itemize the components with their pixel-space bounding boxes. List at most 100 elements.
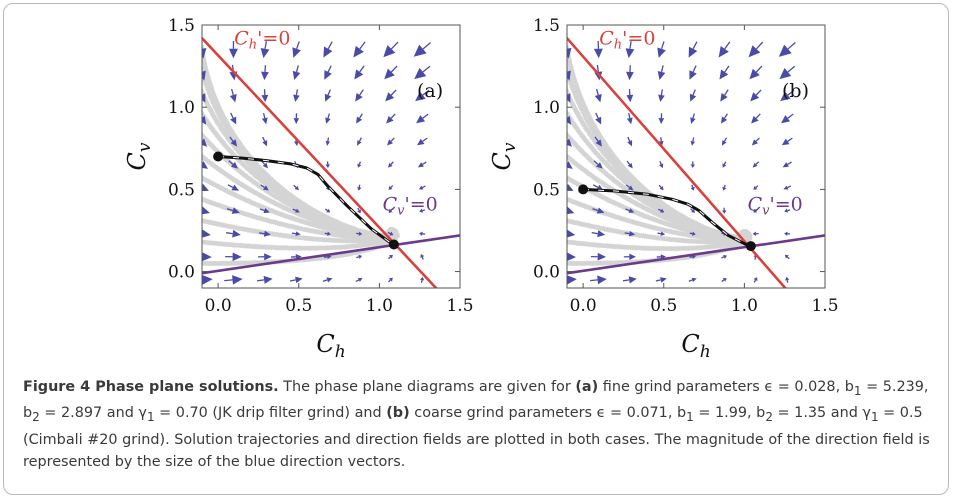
direction-arrow-head xyxy=(723,254,727,259)
direction-arrow-head xyxy=(202,48,207,59)
direction-arrow-shaft xyxy=(625,208,630,212)
direction-arrow-head xyxy=(567,252,577,261)
direction-arrow-head xyxy=(263,207,270,214)
equilibrium-point xyxy=(578,184,589,195)
direction-arrow-head xyxy=(417,162,424,168)
direction-arrow-head xyxy=(751,139,759,146)
direction-arrow-head xyxy=(420,254,425,258)
direction-arrow-shaft xyxy=(292,208,297,212)
direction-arrow-head xyxy=(419,276,425,281)
direction-arrow-head xyxy=(325,140,331,146)
nullcline-label: Cv'=0 xyxy=(748,194,803,219)
y-tick-label: 1.5 xyxy=(168,16,195,36)
direction-arrow-shaft xyxy=(724,41,731,50)
direction-arrow-shaft xyxy=(755,185,759,189)
caption-sub: 1 xyxy=(870,410,879,425)
caption-text: fine grind parameters ϵ = 0.028, b xyxy=(598,379,854,395)
caption-sub: 2 xyxy=(32,410,40,425)
direction-arrow-head xyxy=(419,231,423,236)
direction-arrow-head xyxy=(357,187,362,191)
direction-arrow-shaft xyxy=(595,112,599,119)
direction-arrow-shaft xyxy=(259,208,265,212)
y-tick-label: 0.5 xyxy=(533,180,560,200)
figure-container xyxy=(3,3,949,495)
direction-arrow-shaft xyxy=(626,160,631,165)
direction-arrow-shaft xyxy=(594,136,599,142)
direction-arrow-head xyxy=(628,208,635,213)
direction-arrow-head xyxy=(783,185,789,190)
direction-arrow-shaft xyxy=(723,137,728,142)
direction-arrow-shaft xyxy=(390,65,398,73)
direction-arrow-shaft xyxy=(692,113,696,119)
direction-arrow-head xyxy=(202,138,208,147)
x-tick-label: 1.5 xyxy=(811,296,838,316)
direction-arrow-shaft xyxy=(197,137,202,142)
caption-text: = 1.35 and γ xyxy=(772,405,871,422)
direction-arrow-shaft xyxy=(629,41,632,49)
direction-arrow-head xyxy=(628,276,637,284)
direction-arrow-shaft xyxy=(359,65,365,73)
direction-arrow-shaft xyxy=(624,232,630,235)
direction-arrow-head xyxy=(353,45,364,58)
chart-panel-a: Ch'=0 Cv'=0 (a) 0.0 0.5 1.0 1.5 0.0 0.5 1.0 1.5 Ch C… xyxy=(123,16,474,360)
direction-arrow-head xyxy=(202,93,206,103)
trajectory-dash xyxy=(583,188,752,248)
direction-arrow-shaft xyxy=(659,160,662,165)
direction-arrow-shaft xyxy=(723,113,728,119)
direction-arrow-shaft xyxy=(658,208,662,212)
direction-arrow-head xyxy=(418,185,424,190)
direction-arrow-head xyxy=(659,208,665,213)
plot-area xyxy=(560,36,825,288)
direction-arrow-head xyxy=(657,47,666,58)
direction-arrow-shaft xyxy=(202,117,203,118)
direction-arrow-head xyxy=(567,161,573,169)
direction-arrow-head xyxy=(629,253,636,260)
direction-arrow-shaft xyxy=(723,184,726,188)
direction-arrow-shaft xyxy=(562,137,566,142)
direction-arrow-shaft xyxy=(358,113,363,119)
direction-arrow-head xyxy=(595,139,602,147)
caption-text: = 5.239, b xyxy=(23,379,929,422)
direction-arrow-shaft xyxy=(567,70,568,72)
direction-arrow-shaft xyxy=(262,136,266,142)
direction-arrow-shaft xyxy=(327,113,331,119)
direction-arrow-shaft xyxy=(786,256,790,260)
direction-arrow-shaft xyxy=(322,279,328,282)
direction-arrow-head xyxy=(355,92,363,102)
direction-arrow-head xyxy=(388,209,393,213)
plot-frame xyxy=(201,24,461,289)
direction-arrow-head xyxy=(750,92,760,102)
direction-arrow-shaft xyxy=(357,207,360,211)
direction-arrow-shaft xyxy=(229,136,234,142)
streamline xyxy=(202,44,344,226)
direction-arrow-shaft xyxy=(755,89,762,96)
direction-arrow-head xyxy=(627,140,633,147)
direction-arrow-head xyxy=(263,275,273,284)
direction-arrow-shaft xyxy=(327,41,333,50)
direction-arrow-head xyxy=(660,277,667,283)
direction-arrow-shaft xyxy=(390,113,396,119)
direction-arrow-shaft xyxy=(196,161,201,165)
direction-arrow-head xyxy=(293,94,300,103)
direction-arrow-shaft xyxy=(390,208,394,211)
direction-arrow-shaft xyxy=(388,279,391,283)
direction-arrow-head xyxy=(232,275,243,285)
direction-arrow-shaft xyxy=(592,208,599,212)
caption-sub: 2 xyxy=(765,410,773,425)
direction-arrow-head xyxy=(415,91,426,102)
direction-arrow-shaft xyxy=(257,279,265,282)
direction-arrow-head xyxy=(292,70,301,80)
direction-arrow-head xyxy=(567,70,571,81)
direction-arrow-head xyxy=(688,46,698,58)
direction-arrow-shaft xyxy=(755,113,761,119)
direction-arrow-head xyxy=(232,252,242,262)
direction-arrow-shaft xyxy=(560,209,567,211)
direction-arrow-shaft xyxy=(422,209,426,212)
direction-arrow-shaft xyxy=(258,232,265,235)
direction-arrow-head xyxy=(413,44,427,57)
direction-arrow-shaft xyxy=(660,41,665,50)
direction-arrow-head xyxy=(325,117,331,124)
direction-arrow-head xyxy=(692,231,696,236)
direction-arrow-head xyxy=(388,277,393,282)
direction-arrow-head xyxy=(202,183,209,192)
